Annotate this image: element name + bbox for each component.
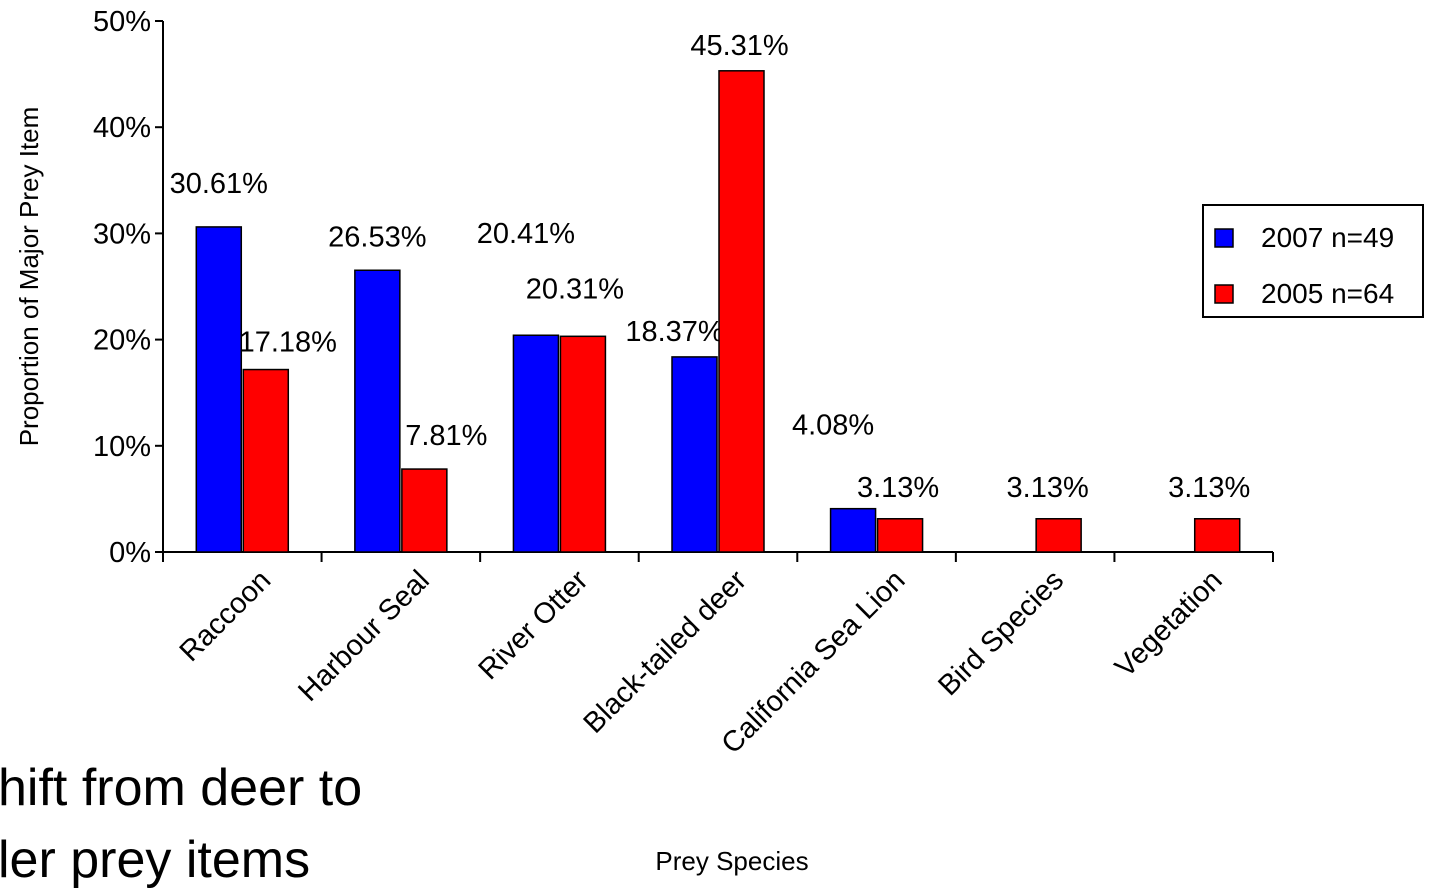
data-label: 18.37% [625, 316, 723, 348]
x-tick-label: Black-tailed deer [578, 564, 754, 740]
data-label: 7.81% [405, 420, 487, 452]
legend-label: 2005 n=64 [1261, 278, 1394, 309]
data-label: 3.13% [1168, 472, 1250, 504]
bar-2005-raccoon [242, 368, 290, 553]
x-tick-label: Bird Species [932, 564, 1070, 702]
bar-2005-black-tailed-deer [718, 70, 765, 553]
data-label: 3.13% [1007, 472, 1089, 504]
data-label: 20.41% [477, 218, 575, 250]
y-tick-label: 50% [93, 6, 151, 38]
data-label: 17.18% [239, 327, 337, 359]
bar-2007-river-otter [512, 334, 560, 553]
y-tick-label: 40% [93, 112, 151, 144]
x-axis-title: Prey Species [655, 846, 808, 876]
caption-line-2: ler prey items [0, 831, 311, 889]
data-label: 3.13% [857, 472, 939, 504]
legend-box [1202, 204, 1424, 318]
bar-2007-black-tailed-deer [671, 356, 718, 553]
bar-2005-river-otter [559, 335, 607, 553]
data-label: 20.31% [526, 273, 624, 305]
data-label: 30.61% [170, 168, 268, 200]
y-tick-label: 30% [93, 218, 151, 250]
bar-2005-harbour-seal [401, 468, 448, 553]
y-tick-label: 0% [109, 537, 151, 569]
bar-2005-vegetation [1193, 518, 1241, 553]
legend-swatch [1214, 284, 1234, 304]
y-tick-label: 10% [93, 431, 151, 463]
legend-swatch [1214, 228, 1234, 248]
data-label: 26.53% [328, 221, 426, 253]
bar-2007-raccoon [195, 226, 243, 553]
bar-2005-bird-species [1035, 518, 1082, 553]
data-label: 4.08% [792, 410, 874, 442]
data-label: 45.31% [690, 30, 788, 62]
y-tick-label: 20% [93, 325, 151, 357]
caption-line-1: hift from deer to [0, 759, 363, 817]
x-tick-label: Vegetation [1109, 564, 1229, 684]
bar-2007-california-sea-lion [829, 507, 877, 553]
x-tick-label: Harbour Seal [292, 564, 435, 707]
x-tick-label: River Otter [473, 564, 595, 686]
x-tick-label: Raccoon [174, 564, 278, 668]
bar-2005-california-sea-lion [876, 518, 924, 553]
y-axis-title: Proportion of Major Prey Item [14, 107, 44, 447]
legend-label: 2007 n=49 [1261, 222, 1394, 253]
bar-2007-harbour-seal [354, 269, 401, 553]
